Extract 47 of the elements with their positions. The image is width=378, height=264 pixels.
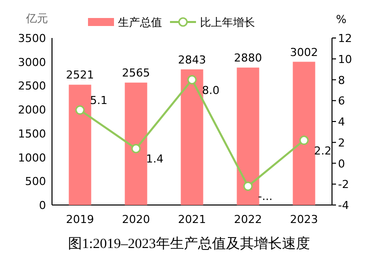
y2-tick-label: 6: [338, 94, 345, 108]
x-tick-label: 2023: [290, 213, 318, 226]
y2-axis-title: %: [336, 13, 346, 26]
y-tick-label: 0: [39, 199, 46, 212]
bar: [236, 68, 260, 205]
point: [131, 144, 141, 154]
y2-tick-label: -4: [338, 199, 349, 212]
y-tick-label: 2500: [18, 80, 46, 93]
y-tick-label: 1000: [18, 151, 46, 164]
y2-tick-label: -2: [338, 178, 349, 192]
data-label: 1.4: [146, 152, 164, 166]
y2-tick-label: 2: [338, 136, 345, 150]
y2-tick-label: 4: [338, 116, 345, 128]
data-label: 2521: [66, 68, 94, 82]
point: [187, 75, 197, 84]
y2-tick-label: 12: [338, 32, 352, 45]
y-tick-label: 1500: [18, 127, 46, 140]
bar: [68, 84, 92, 205]
data-label: 3002: [290, 46, 318, 59]
y2-tick-label: 8: [338, 74, 345, 87]
bar: [124, 82, 148, 205]
data-label: 2.2: [314, 144, 332, 158]
point: [299, 136, 309, 146]
x-tick-label: 2021: [178, 213, 206, 226]
legend-label: 比上年增长: [200, 16, 255, 29]
y-tick-label: 3000: [18, 56, 46, 69]
y-tick-label: 2000: [18, 104, 46, 117]
data-label: -...: [258, 190, 272, 204]
x-tick-label: 2019: [66, 213, 94, 226]
y2-tick-label: 0: [338, 157, 345, 170]
y-axis-title: 亿元: [25, 12, 48, 25]
data-label: 5.1: [90, 94, 108, 108]
point: [75, 105, 85, 115]
data-label: 2880: [234, 52, 262, 65]
text: 图1:2019–2023年生产总值及其增长速度: [68, 236, 310, 252]
x-tick-label: 2020: [122, 213, 150, 226]
bar: [180, 69, 204, 205]
legend-label: 生产总值: [118, 16, 162, 29]
x-tick-label: 2022: [234, 213, 262, 226]
point: [243, 181, 253, 191]
y-tick-label: 3500: [18, 32, 46, 45]
data-label: 2843: [178, 53, 206, 66]
bar: [292, 62, 316, 205]
y-tick-label: 500: [25, 175, 46, 188]
y2-tick-label: 10: [338, 52, 352, 66]
data-label: 2565: [122, 66, 150, 80]
data-label: 8.0: [202, 84, 220, 97]
